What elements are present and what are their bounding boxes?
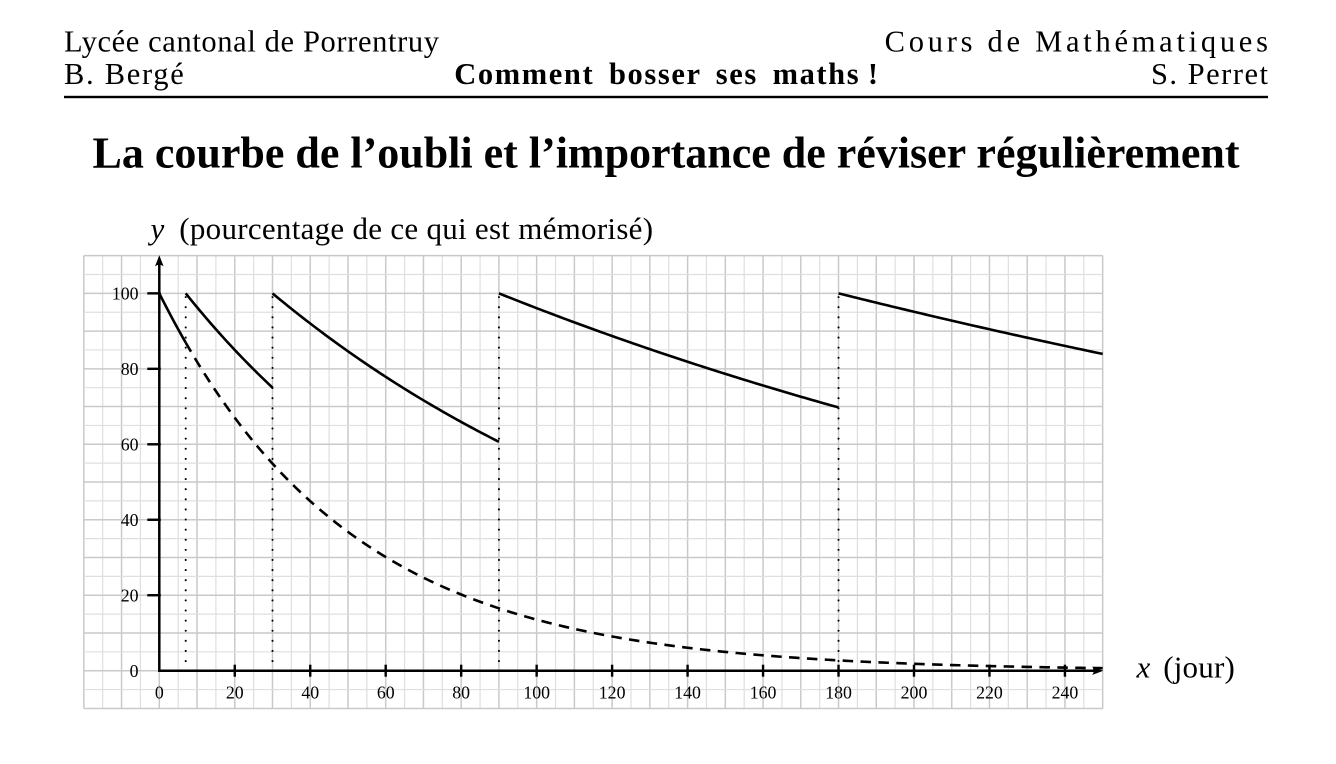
svg-text:180: 180 — [825, 683, 852, 703]
svg-text:40: 40 — [301, 683, 319, 703]
svg-text:220: 220 — [976, 683, 1003, 703]
svg-text:S. Perret: S. Perret — [1151, 57, 1270, 91]
svg-text:La courbe de l’oubli et l’impo: La courbe de l’oubli et l’importance de … — [92, 129, 1239, 178]
svg-text:Lycée cantonal de Porrentruy: Lycée cantonal de Porrentruy — [64, 25, 440, 59]
svg-text:40: 40 — [121, 510, 139, 530]
svg-text:B. Bergé: B. Bergé — [64, 57, 185, 91]
svg-text:Cours de Mathématiques: Cours de Mathématiques — [885, 25, 1272, 59]
svg-text:200: 200 — [901, 683, 928, 703]
svg-text:140: 140 — [674, 683, 701, 703]
svg-text:100: 100 — [112, 284, 139, 304]
svg-text:y (pourcentage de ce qui est m: y (pourcentage de ce qui est mémorisé) — [148, 211, 654, 246]
svg-text:x (jour): x (jour) — [1136, 649, 1236, 684]
svg-text:Comment bosser ses maths !: Comment bosser ses maths ! — [454, 57, 879, 91]
svg-text:20: 20 — [121, 585, 139, 605]
svg-text:60: 60 — [121, 434, 139, 454]
svg-text:160: 160 — [750, 683, 777, 703]
svg-text:100: 100 — [523, 683, 550, 703]
svg-text:0: 0 — [155, 683, 164, 703]
svg-text:60: 60 — [377, 683, 395, 703]
svg-text:120: 120 — [599, 683, 626, 703]
svg-text:0: 0 — [130, 661, 139, 681]
svg-text:80: 80 — [452, 683, 470, 703]
svg-text:20: 20 — [226, 683, 244, 703]
svg-text:80: 80 — [121, 359, 139, 379]
svg-text:240: 240 — [1052, 683, 1079, 703]
